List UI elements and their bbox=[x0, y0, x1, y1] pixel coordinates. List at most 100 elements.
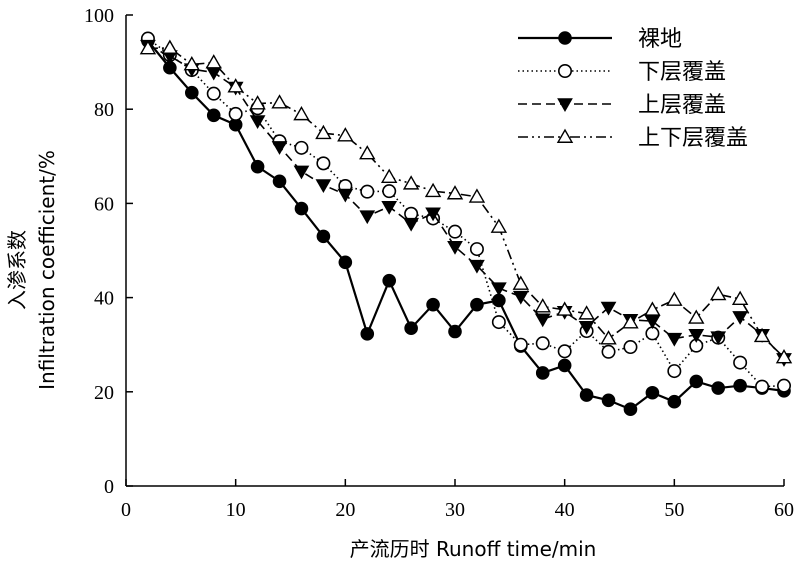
y-tick-label: 100 bbox=[84, 5, 114, 27]
data-point bbox=[644, 301, 661, 316]
data-point bbox=[667, 394, 682, 409]
data-point bbox=[250, 159, 265, 174]
y-axis-label-cn: 入渗系数 bbox=[5, 230, 29, 310]
data-point bbox=[315, 179, 332, 194]
data-point bbox=[249, 115, 266, 129]
data-point bbox=[249, 95, 266, 110]
data-point bbox=[468, 188, 486, 203]
data-point bbox=[315, 124, 332, 140]
data-point bbox=[404, 321, 418, 336]
data-point bbox=[732, 311, 748, 325]
data-point bbox=[227, 78, 244, 93]
axes: 0 10 20 30 40 50 60 0 20 40 60 80 100 bbox=[84, 5, 794, 521]
data-point bbox=[534, 298, 551, 313]
x-tick-label: 40 bbox=[555, 499, 575, 521]
data-point bbox=[600, 330, 617, 345]
data-point bbox=[535, 336, 550, 351]
data-point bbox=[644, 315, 661, 330]
data-point bbox=[271, 94, 288, 109]
y-tick-label: 60 bbox=[94, 193, 114, 215]
data-point bbox=[338, 255, 353, 270]
data-point bbox=[359, 145, 376, 160]
legend-label: 上层覆盖 bbox=[638, 93, 726, 118]
data-point bbox=[185, 85, 199, 100]
data-point bbox=[622, 314, 639, 329]
x-tick-label: 20 bbox=[335, 499, 355, 521]
data-point bbox=[205, 54, 222, 69]
y-tick-label: 80 bbox=[94, 99, 114, 121]
x-tick-label: 0 bbox=[121, 499, 131, 521]
data-point bbox=[711, 381, 725, 395]
data-point bbox=[645, 385, 660, 400]
data-point bbox=[206, 86, 221, 101]
data-point bbox=[557, 344, 572, 359]
legend-item-3: 上层覆盖 bbox=[518, 93, 726, 118]
data-point bbox=[534, 313, 551, 328]
data-point bbox=[337, 127, 354, 142]
y-tick-label: 20 bbox=[94, 382, 114, 404]
data-point bbox=[294, 140, 309, 155]
data-point bbox=[316, 229, 331, 244]
data-point bbox=[557, 358, 572, 373]
data-point bbox=[139, 40, 157, 55]
data-point bbox=[424, 182, 442, 198]
legend-item-2: 下层覆盖 bbox=[518, 60, 726, 85]
data-point bbox=[755, 379, 770, 394]
y-tick-label: 40 bbox=[94, 288, 114, 310]
data-point bbox=[776, 378, 791, 393]
data-point bbox=[161, 39, 179, 54]
legend-label: 上下层覆盖 bbox=[638, 126, 748, 151]
data-point bbox=[688, 329, 705, 343]
data-point bbox=[469, 259, 485, 274]
data-point bbox=[271, 141, 288, 155]
data-point bbox=[775, 349, 793, 364]
data-point bbox=[491, 315, 506, 330]
y-axis-label-en: Infiltration coefficient/% bbox=[35, 150, 59, 390]
data-point bbox=[733, 355, 748, 370]
data-point bbox=[380, 168, 398, 183]
data-point bbox=[578, 305, 595, 320]
data-point bbox=[731, 290, 749, 305]
data-point bbox=[710, 331, 727, 346]
data-point bbox=[666, 332, 683, 347]
data-point bbox=[402, 175, 420, 190]
data-point bbox=[689, 374, 704, 389]
x-tick-label: 30 bbox=[445, 499, 465, 521]
data-point bbox=[447, 224, 462, 239]
data-point bbox=[293, 105, 310, 121]
legend-item-4: 上下层覆盖 bbox=[518, 126, 748, 151]
data-point bbox=[425, 207, 441, 222]
data-point bbox=[556, 301, 573, 316]
x-tick-label: 10 bbox=[226, 499, 246, 521]
legend-marker bbox=[557, 64, 572, 79]
data-point bbox=[490, 218, 508, 233]
series-4 bbox=[139, 39, 793, 364]
data-point bbox=[447, 240, 463, 255]
data-point bbox=[316, 156, 331, 171]
data-point bbox=[600, 301, 617, 316]
series-layer bbox=[139, 31, 793, 417]
data-point bbox=[578, 321, 595, 335]
data-point bbox=[623, 340, 638, 355]
data-point bbox=[381, 200, 398, 215]
y-tick-label: 0 bbox=[104, 476, 114, 498]
data-point bbox=[753, 327, 771, 343]
series-line bbox=[147, 37, 785, 388]
data-point bbox=[360, 327, 375, 341]
data-point bbox=[426, 297, 440, 312]
data-point bbox=[382, 273, 396, 288]
legend-label: 下层覆盖 bbox=[638, 60, 726, 85]
data-point bbox=[688, 309, 705, 324]
data-point bbox=[601, 393, 616, 408]
data-point bbox=[228, 106, 243, 121]
data-point bbox=[601, 344, 616, 359]
data-point bbox=[470, 297, 484, 312]
data-point bbox=[469, 242, 484, 257]
data-point bbox=[446, 185, 464, 200]
legend-marker bbox=[557, 98, 573, 113]
data-point bbox=[623, 402, 638, 417]
data-point bbox=[733, 378, 747, 393]
data-point bbox=[360, 184, 375, 199]
data-point bbox=[403, 217, 419, 232]
data-point bbox=[535, 366, 550, 380]
